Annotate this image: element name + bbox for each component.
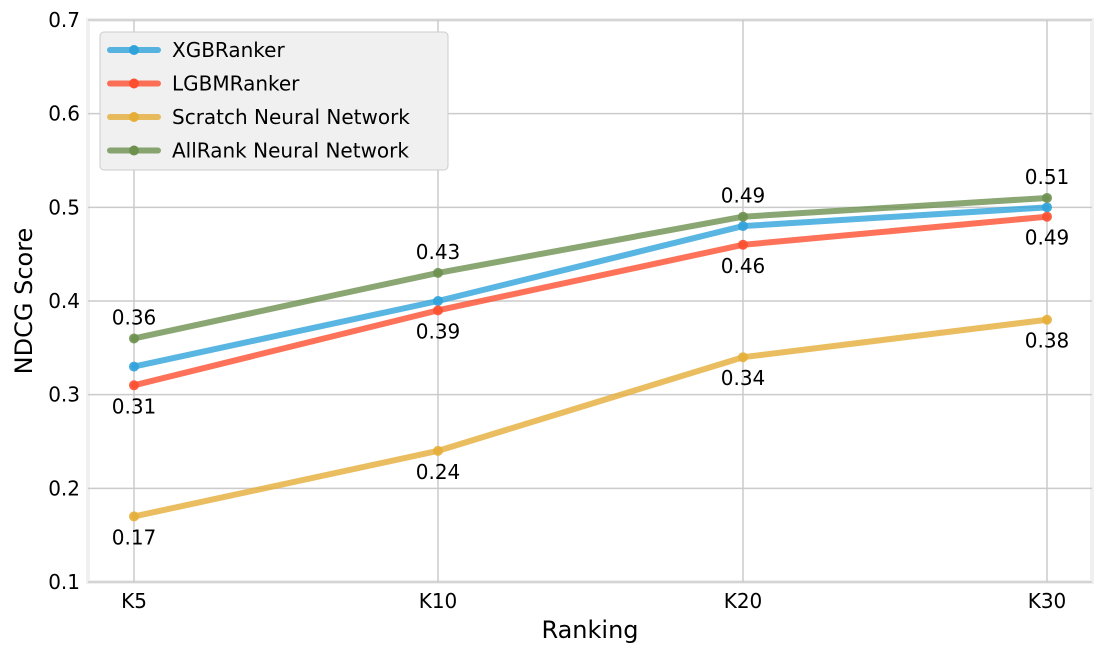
data-label: 0.49 <box>1025 226 1070 250</box>
data-label: 0.46 <box>721 254 766 278</box>
data-point <box>738 221 748 232</box>
data-label: 0.34 <box>721 366 766 390</box>
y-tick-labels: 0.1 0.2 0.3 0.4 0.5 0.6 0.7 <box>48 8 80 594</box>
data-point <box>1042 202 1052 213</box>
x-tick-label: K30 <box>1028 589 1067 613</box>
x-tick-label: K10 <box>419 589 458 613</box>
legend-marker <box>129 78 139 89</box>
data-point <box>129 361 139 372</box>
data-point <box>1042 314 1052 325</box>
data-point <box>433 267 443 278</box>
data-point <box>1042 192 1052 203</box>
data-point <box>1042 211 1052 222</box>
data-point <box>738 352 748 363</box>
y-tick-label: 0.3 <box>48 383 80 407</box>
data-label: 0.36 <box>112 305 157 329</box>
legend-label: LGBMRanker <box>172 72 300 96</box>
legend: XGBRanker LGBMRanker Scratch Neural Networ… <box>99 31 449 171</box>
data-label: 0.43 <box>416 240 461 264</box>
legend-label: Scratch Neural Network <box>172 105 410 129</box>
data-label: 0.39 <box>416 319 461 343</box>
x-tick-labels: K5 K10 K20 K30 <box>121 589 1066 613</box>
legend-box <box>99 31 449 171</box>
x-axis-title: Ranking <box>541 616 638 644</box>
data-labels: 0.31 0.39 0.46 0.49 0.17 0.24 0.34 0.38 0.36 0.43… <box>112 165 1070 549</box>
y-tick-label: 0.2 <box>48 476 80 500</box>
series-line <box>131 194 1050 342</box>
data-label: 0.38 <box>1025 329 1070 353</box>
data-point <box>433 305 443 316</box>
y-axis-title: NDCG Score <box>10 228 38 375</box>
data-label: 0.49 <box>721 184 766 208</box>
series-line <box>131 204 1050 370</box>
y-tick-label: 0.1 <box>48 570 80 594</box>
data-point <box>129 511 139 522</box>
data-label: 0.17 <box>112 525 157 549</box>
legend-marker <box>129 112 139 122</box>
legend-marker <box>129 45 139 55</box>
x-tick-label: K5 <box>121 589 147 613</box>
series-lines <box>129 192 1052 522</box>
data-label: 0.31 <box>112 394 157 418</box>
y-tick-label: 0.5 <box>48 195 80 219</box>
legend-marker <box>129 145 139 156</box>
data-label: 0.24 <box>416 460 461 484</box>
x-tick-label: K20 <box>724 589 763 613</box>
y-tick-label: 0.6 <box>48 102 80 126</box>
data-point <box>433 296 443 306</box>
data-point <box>738 239 748 250</box>
y-tick-label: 0.4 <box>48 289 80 313</box>
data-point <box>433 445 443 456</box>
y-tick-label: 0.7 <box>48 8 80 32</box>
legend-label: AllRank Neural Network <box>172 139 409 163</box>
data-label: 0.51 <box>1025 165 1070 189</box>
data-point <box>129 333 139 344</box>
series-line <box>131 316 1050 520</box>
series-line <box>131 213 1050 389</box>
data-point <box>129 380 139 391</box>
legend-label: XGBRanker <box>172 38 285 62</box>
data-point <box>738 211 748 222</box>
